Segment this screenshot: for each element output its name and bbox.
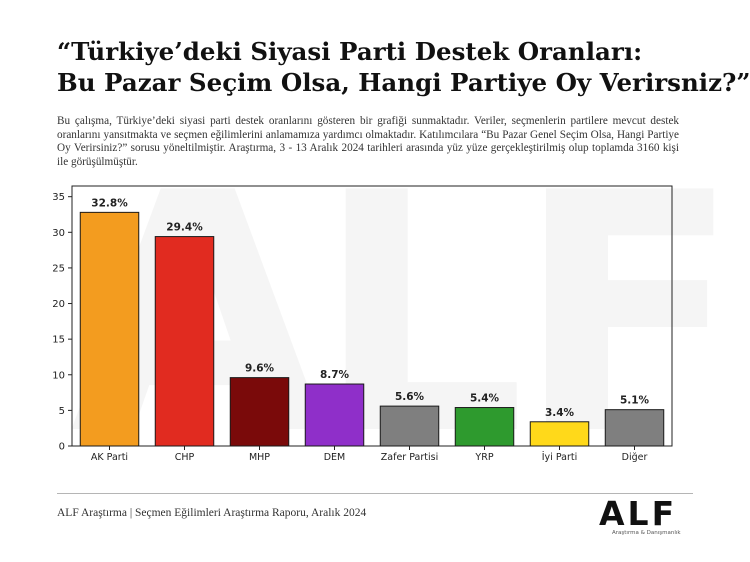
- bar-value-label: 3.4%: [545, 407, 575, 419]
- alf-logo-subtitle: Araştırma & Danışmanlık: [612, 530, 681, 536]
- footer-source: ALF Araştırma | Seçmen Eğilimleri Araştı…: [57, 507, 367, 519]
- description-paragraph: Bu çalışma, Türkiye’deki siyasi parti de…: [57, 115, 679, 168]
- x-tick-label: MHP: [249, 452, 270, 463]
- bar-value-label: 5.1%: [620, 395, 650, 407]
- bar-value-label: 5.6%: [395, 391, 425, 403]
- x-tick-label: Diğer: [622, 452, 648, 463]
- y-tick-label: 30: [52, 228, 65, 239]
- bar: [454, 407, 515, 447]
- bar: [154, 236, 215, 447]
- bar-value-label: 5.4%: [470, 393, 500, 405]
- bar: [79, 211, 140, 447]
- x-tick-label: AK Parti: [91, 452, 128, 463]
- y-tick-label: 5: [59, 406, 65, 417]
- bar-value-label: 29.4%: [166, 222, 203, 234]
- y-tick-label: 15: [52, 335, 65, 346]
- x-tick-label: DEM: [324, 452, 346, 463]
- bar: [229, 377, 290, 447]
- x-tick-label: İyi Parti: [542, 452, 577, 463]
- bar-value-label: 32.8%: [91, 197, 128, 209]
- footer-divider: [57, 493, 693, 494]
- bar: [379, 405, 440, 447]
- title-line-2: Bu Pazar Seçim Olsa, Hangi Partiye Oy Ve…: [57, 68, 750, 97]
- x-tick-label: CHP: [175, 452, 195, 463]
- alf-logo: ALF: [599, 494, 678, 533]
- y-tick-label: 10: [52, 370, 65, 381]
- x-tick-label: Zafer Partisi: [381, 452, 438, 463]
- bar-value-label: 9.6%: [245, 363, 275, 375]
- y-tick-label: 25: [52, 263, 65, 274]
- page-title: “Türkiye’deki Siyasi Parti Destek Oranla…: [57, 36, 750, 98]
- y-tick-label: 20: [52, 299, 65, 310]
- y-tick-label: 0: [59, 442, 65, 453]
- bar: [604, 409, 665, 447]
- title-line-1: “Türkiye’deki Siyasi Parti Destek Oranla…: [57, 37, 643, 66]
- plot-area-frame: [71, 185, 673, 447]
- bar-value-label: 8.7%: [320, 369, 350, 381]
- x-tick-label: YRP: [474, 452, 493, 463]
- bar: [304, 383, 365, 447]
- bar: [529, 421, 590, 447]
- y-tick-label: 35: [52, 192, 65, 203]
